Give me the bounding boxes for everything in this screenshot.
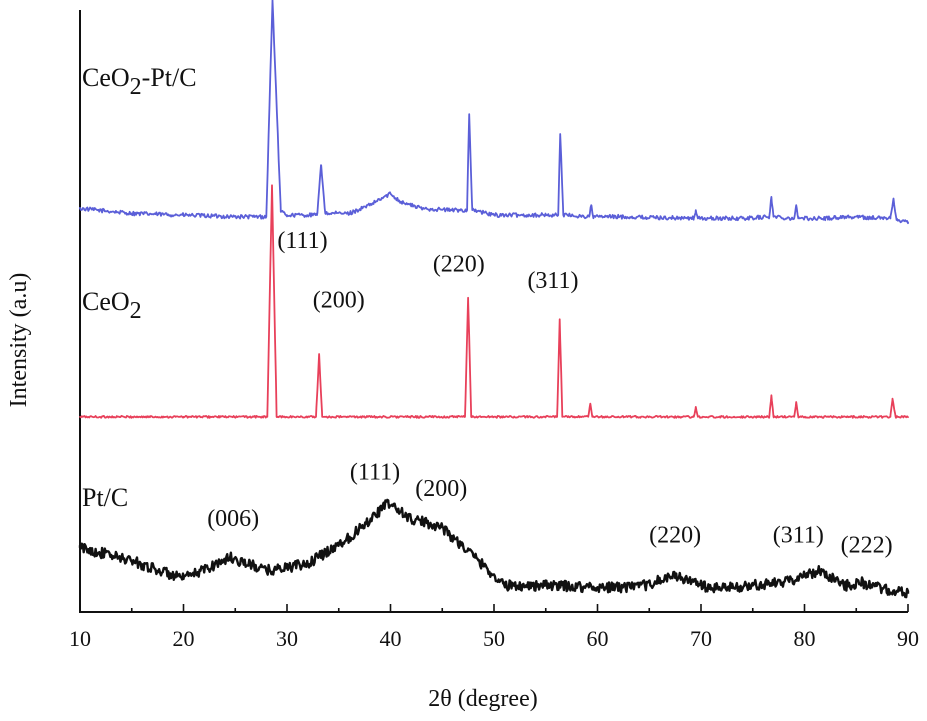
series-label-main: CeO: [82, 287, 130, 316]
series-label: Pt/C: [82, 483, 128, 512]
peak-label: (111): [350, 460, 400, 486]
series-label: CeO2-Pt/C: [82, 63, 197, 100]
series-label-tail: -Pt/C: [142, 63, 197, 92]
x-tick-label: 90: [897, 626, 919, 651]
series-label-subscript: 2: [130, 298, 142, 324]
peak-label: (311): [527, 268, 578, 294]
series-line-pt-c: [78, 498, 910, 599]
labels-layer: CeO2-Pt/CCeO2Pt/C(111)(200)(220)(311)(00…: [82, 63, 893, 558]
x-tick-label: 30: [276, 626, 298, 651]
peak-label: (006): [207, 506, 259, 532]
x-tick-label: 70: [690, 626, 712, 651]
x-axis-label: 2θ (degree): [428, 686, 537, 712]
x-tick-label: 40: [380, 626, 402, 651]
series-label-main: Pt/C: [82, 483, 128, 512]
series-label: CeO2: [82, 287, 142, 324]
plot-axes: 10 20 30 40 50 60 70 80 90: [69, 10, 919, 651]
series-line-ceo2-pt-c: [79, 0, 909, 225]
series-label-subscript: 2: [130, 74, 142, 100]
peak-label: (311): [773, 523, 824, 549]
series-label-main: CeO: [82, 63, 130, 92]
y-axis-label: Intensity (a.u): [6, 273, 32, 408]
x-tick-label: 50: [483, 626, 505, 651]
x-tick-label: 10: [69, 626, 91, 651]
x-tick-label: 80: [794, 626, 816, 651]
peak-label: (222): [841, 532, 893, 558]
series-layer: [78, 0, 910, 599]
peak-label: (200): [313, 288, 365, 314]
peak-label: (220): [433, 251, 485, 277]
x-tick-label: 60: [587, 626, 609, 651]
series-line-ceo2: [79, 184, 909, 419]
peak-label: (220): [649, 523, 701, 549]
peak-label: (111): [277, 228, 327, 254]
x-tick-label: 20: [173, 626, 195, 651]
peak-label: (200): [415, 476, 467, 502]
